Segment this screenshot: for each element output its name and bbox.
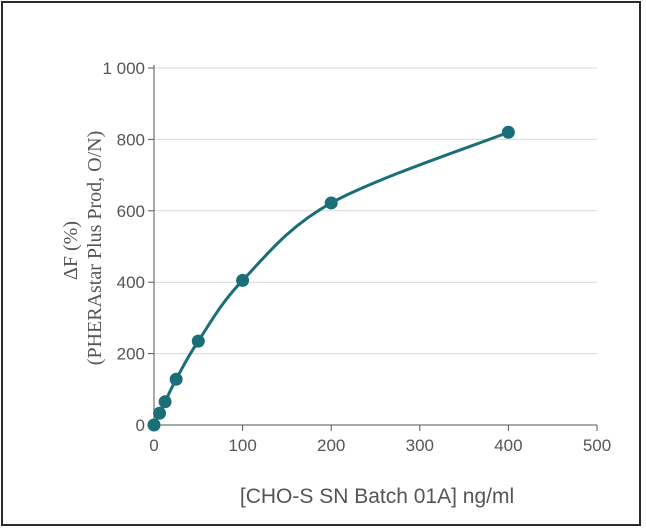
chart-frame: 0 200 400 600 800 1 000 0 100 200 300 400 500 [CHO… xyxy=(1,1,641,526)
x-axis-label: [CHO-S SN Batch 01A] ng/ml xyxy=(240,485,514,508)
data-point xyxy=(147,418,161,432)
fit-curve xyxy=(152,130,509,426)
y-tick-label: 800 xyxy=(117,130,145,149)
y-axis-label-line1: ΔF (%) xyxy=(60,221,82,280)
data-point xyxy=(169,372,183,386)
data-point xyxy=(158,395,172,409)
data-point xyxy=(191,334,205,348)
x-tick-label: 400 xyxy=(494,436,522,455)
y-tick-label: 200 xyxy=(117,345,145,364)
grid-lines xyxy=(154,67,597,355)
y-axis-label: ΔF (%) (PHERAstar Plus Prod, O/N) xyxy=(60,131,106,365)
x-tick-label: 300 xyxy=(406,436,434,455)
x-tick-label: 100 xyxy=(228,436,256,455)
x-tick-label: 500 xyxy=(583,436,611,455)
axes xyxy=(148,65,598,431)
chart-svg: 0 200 400 600 800 1 000 0 100 200 300 400 500 [CHO… xyxy=(60,59,611,508)
y-tick-label: 1 000 xyxy=(102,59,145,78)
x-tick-label: 0 xyxy=(149,436,158,455)
y-tick-label: 0 xyxy=(136,416,145,435)
y-tick-label: 600 xyxy=(117,202,145,221)
x-tick-labels: 0 100 200 300 400 500 xyxy=(149,436,611,455)
data-point xyxy=(324,196,338,210)
data-point xyxy=(501,125,515,139)
data-point xyxy=(236,273,250,287)
y-tick-label: 400 xyxy=(117,273,145,292)
y-axis-label-line2: (PHERAstar Plus Prod, O/N) xyxy=(84,131,106,365)
data-point xyxy=(153,406,167,420)
x-tick-label: 200 xyxy=(317,436,345,455)
y-tick-labels: 0 200 400 600 800 1 000 xyxy=(102,59,145,435)
data-points xyxy=(147,125,515,432)
